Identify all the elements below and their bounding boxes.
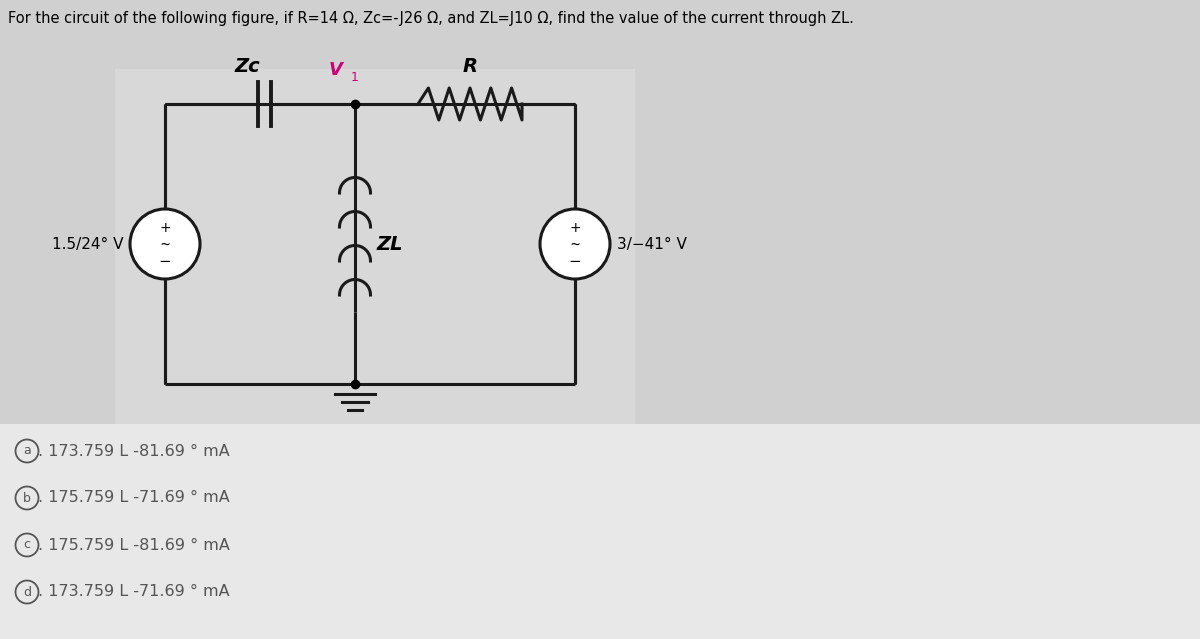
Text: 3/−41° V: 3/−41° V (617, 236, 686, 252)
Text: 1.5/24° V: 1.5/24° V (52, 236, 124, 252)
Text: c: c (24, 539, 30, 551)
Text: 1: 1 (352, 71, 359, 84)
Circle shape (540, 209, 610, 279)
Text: V: V (329, 61, 343, 79)
Text: . 175.759 L -71.69 ° mA: . 175.759 L -71.69 ° mA (38, 491, 229, 505)
FancyBboxPatch shape (115, 69, 635, 454)
Text: −: − (569, 254, 581, 268)
Circle shape (130, 209, 200, 279)
Text: Zc: Zc (234, 57, 260, 76)
Text: For the circuit of the following figure, if R=14 Ω, Zc=-J26 Ω, and ZL=J10 Ω, fin: For the circuit of the following figure,… (8, 11, 854, 26)
Text: ~: ~ (161, 236, 169, 252)
Text: . 173.759 L -71.69 ° mA: . 173.759 L -71.69 ° mA (38, 585, 229, 599)
Text: ~: ~ (570, 236, 580, 252)
Text: +: + (569, 221, 581, 235)
Text: ZL: ZL (377, 235, 403, 254)
Text: b: b (23, 491, 31, 505)
Text: R: R (462, 57, 478, 76)
Text: . 173.759 L -81.69 ° mA: . 173.759 L -81.69 ° mA (38, 443, 229, 459)
Text: +: + (160, 221, 170, 235)
Text: −: − (158, 254, 172, 268)
Text: a: a (23, 445, 31, 458)
Text: d: d (23, 585, 31, 599)
FancyBboxPatch shape (0, 424, 1200, 639)
Text: . 175.759 L -81.69 ° mA: . 175.759 L -81.69 ° mA (38, 537, 230, 553)
